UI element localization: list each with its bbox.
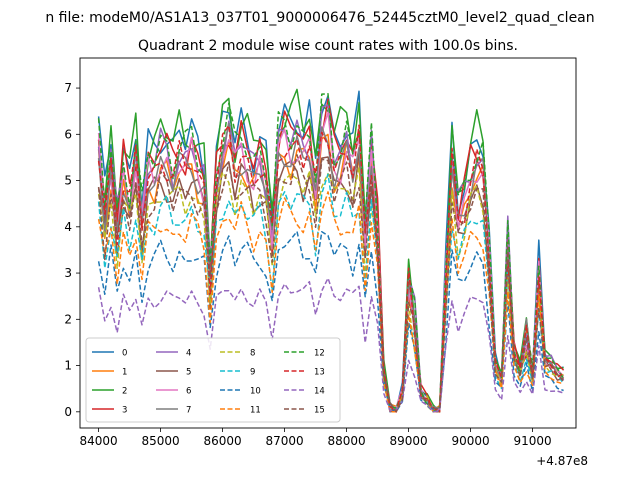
legend-label-15: 15 — [314, 406, 325, 416]
plot-frame — [79, 57, 577, 429]
y-tick-label: 5 — [64, 174, 72, 188]
legend-box — [85, 337, 341, 423]
y-tick-label: 4 — [64, 220, 72, 234]
x-tick-label: 86000 — [204, 434, 242, 448]
legend-label-0: 0 — [122, 349, 127, 359]
legend-label-10: 10 — [250, 387, 261, 397]
legend-label-5: 5 — [186, 368, 191, 378]
series-line-10 — [97, 230, 564, 413]
series-line-14 — [97, 277, 564, 413]
series-line-12 — [97, 93, 565, 413]
x-offset-label: +4.87e8 — [536, 454, 588, 468]
chart-title: Quadrant 2 module wise count rates with … — [138, 38, 518, 54]
x-tick-label: 88000 — [328, 434, 366, 448]
y-tick-label: 2 — [64, 312, 72, 326]
x-tick-label: 91000 — [514, 434, 552, 448]
x-tick-label: 84000 — [80, 434, 118, 448]
legend-label-3: 3 — [122, 406, 127, 416]
y-axis: 0 1 2 3 4 5 6 7 — [64, 81, 80, 419]
series-line-15 — [97, 154, 565, 413]
legend-label-2: 2 — [122, 387, 127, 397]
x-tick-label: 90000 — [452, 434, 490, 448]
legend-label-14: 14 — [314, 387, 325, 397]
series-layer — [97, 88, 565, 413]
y-tick-label: 0 — [64, 405, 72, 419]
y-tick-label: 3 — [64, 266, 72, 280]
legend-label-4: 4 — [186, 349, 191, 359]
legend-label-9: 9 — [250, 368, 255, 378]
x-tick-label: 85000 — [142, 434, 180, 448]
x-axis: 84000 85000 86000 87000 88000 89000 90000 91000 — [80, 428, 552, 448]
legend-label-11: 11 — [250, 406, 261, 416]
legend-label-7: 7 — [186, 406, 191, 416]
legend-label-13: 13 — [314, 368, 325, 378]
y-tick-label: 6 — [64, 127, 72, 141]
y-tick-label: 7 — [64, 81, 72, 95]
legend-label-8: 8 — [250, 349, 255, 359]
x-tick-label: 87000 — [266, 434, 304, 448]
series-line-11 — [97, 191, 564, 413]
legend-label-12: 12 — [314, 349, 325, 359]
series-line-13 — [97, 124, 564, 413]
series-line-9 — [97, 173, 565, 413]
chart-suptitle: n file: modeM0/AS1A13_037T01_9000006476_… — [45, 10, 594, 26]
legend-label-1: 1 — [122, 368, 127, 378]
legend-label-6: 6 — [186, 387, 191, 397]
x-tick-label: 89000 — [390, 434, 428, 448]
y-tick-label: 1 — [64, 359, 72, 373]
